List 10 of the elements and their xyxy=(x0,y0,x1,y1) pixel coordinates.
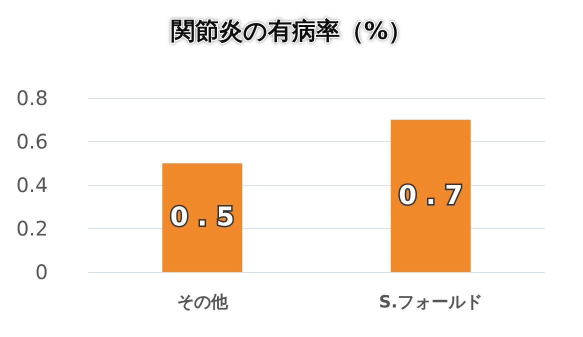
y-tick-label: 0.4 xyxy=(16,173,48,197)
chart-title: 関節炎の有病率（%） xyxy=(170,17,412,45)
data-label: 0 . 7 xyxy=(398,180,463,211)
y-tick-label: 0.8 xyxy=(16,86,48,110)
x-tick-label: S.フォールド xyxy=(378,292,483,312)
y-tick-label: 0.2 xyxy=(16,216,48,240)
y-tick-label: 0.6 xyxy=(16,130,48,154)
x-tick-label: その他 xyxy=(176,292,229,312)
data-label: 0 . 5 xyxy=(170,202,234,233)
y-tick-label: 0 xyxy=(35,260,48,284)
